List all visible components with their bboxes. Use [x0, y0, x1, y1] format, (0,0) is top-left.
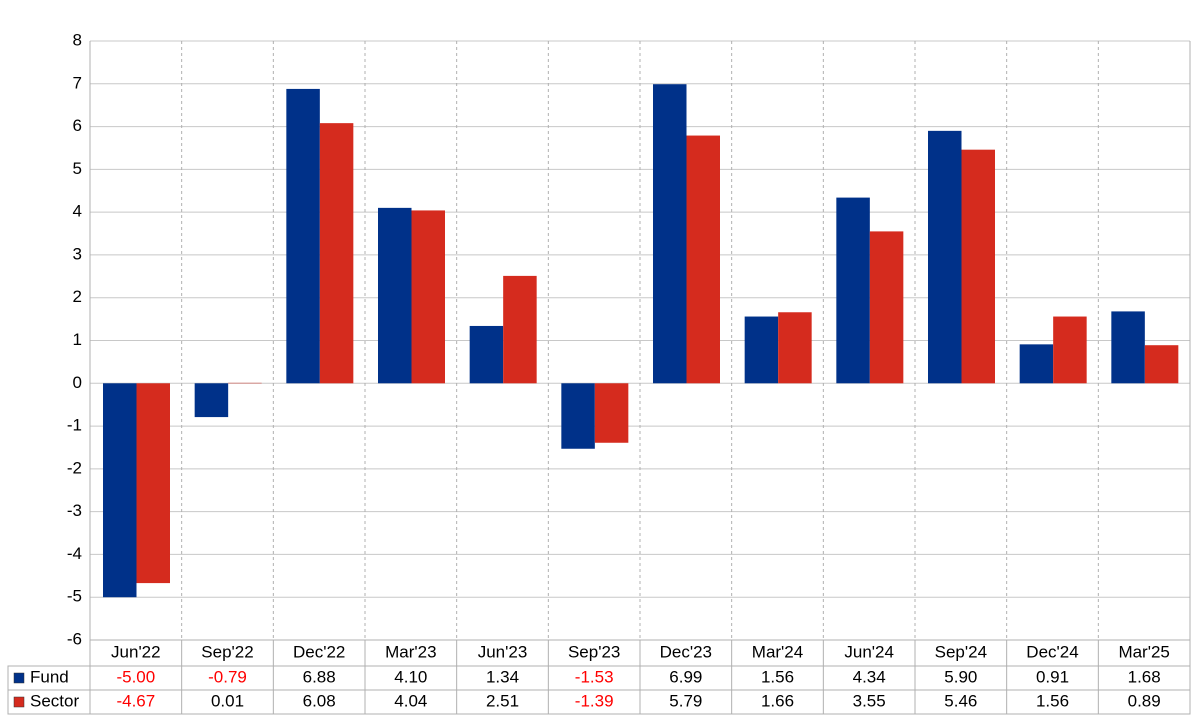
y-tick-label: -2 [67, 458, 82, 477]
y-tick-label: 1 [73, 330, 82, 349]
table-value: 1.66 [761, 691, 794, 710]
y-tick-label: 5 [73, 159, 82, 178]
bar [961, 149, 995, 384]
legend-swatch [13, 696, 25, 708]
table-value: 0.89 [1128, 691, 1161, 710]
x-tick-label: Mar'24 [752, 642, 803, 661]
bar [503, 275, 537, 384]
bar [561, 383, 595, 449]
table-value: -1.39 [575, 691, 614, 710]
y-tick-label: -3 [67, 501, 82, 520]
y-tick-label: -5 [67, 587, 82, 606]
table-value: -1.53 [575, 667, 614, 686]
bar [594, 383, 629, 443]
y-tick-label: 0 [73, 373, 82, 392]
legend-label: Fund [30, 667, 69, 686]
table-value: -4.67 [116, 691, 155, 710]
x-tick-label: Dec'23 [660, 642, 712, 661]
x-tick-label: Sep'24 [935, 642, 987, 661]
legend-label: Sector [30, 691, 79, 710]
bar [744, 316, 779, 384]
table-value: -5.00 [116, 667, 155, 686]
table-value: 4.04 [394, 691, 427, 710]
bar [1019, 344, 1054, 384]
table-value: -0.79 [208, 667, 247, 686]
table-value: 6.88 [303, 667, 336, 686]
table-value: 1.68 [1128, 667, 1161, 686]
bar [653, 84, 687, 384]
bar [1111, 311, 1145, 384]
table-value: 6.08 [303, 691, 336, 710]
x-tick-label: Mar'25 [1118, 642, 1169, 661]
y-tick-label: -1 [67, 416, 82, 435]
x-tick-label: Mar'23 [385, 642, 436, 661]
bar [778, 312, 812, 384]
bar [1053, 316, 1087, 384]
table-value: 1.56 [761, 667, 794, 686]
table-value: 3.55 [853, 691, 886, 710]
x-tick-label: Jun'23 [478, 642, 528, 661]
table-value: 4.10 [394, 667, 427, 686]
bar [411, 210, 445, 384]
bar [194, 383, 229, 418]
bar [1144, 345, 1179, 384]
bar [136, 383, 170, 584]
table-value: 5.79 [669, 691, 702, 710]
bar [469, 325, 504, 384]
y-tick-label: 8 [73, 30, 82, 49]
x-tick-label: Dec'24 [1026, 642, 1078, 661]
table-value: 0.01 [211, 691, 244, 710]
table-value: 5.46 [944, 691, 977, 710]
table-value: 1.34 [486, 667, 519, 686]
bar [103, 383, 137, 598]
table-value: 5.90 [944, 667, 977, 686]
y-tick-label: -6 [67, 629, 82, 648]
table-value: 0.91 [1036, 667, 1069, 686]
x-tick-label: Dec'22 [293, 642, 345, 661]
x-tick-label: Sep'23 [568, 642, 620, 661]
bar [928, 130, 962, 384]
y-tick-label: 4 [73, 202, 82, 221]
bar [286, 88, 320, 384]
legend-swatch [13, 672, 25, 684]
bar [686, 135, 720, 384]
x-tick-label: Jun'22 [111, 642, 161, 661]
bar [836, 197, 870, 384]
x-tick-label: Jun'24 [844, 642, 894, 661]
table-value: 6.99 [669, 667, 702, 686]
table-value: 4.34 [853, 667, 886, 686]
y-tick-label: -4 [67, 544, 82, 563]
bar [319, 123, 354, 384]
table-value: 1.56 [1036, 691, 1069, 710]
y-tick-label: 7 [73, 73, 82, 92]
table-value: 2.51 [486, 691, 519, 710]
x-tick-label: Sep'22 [201, 642, 253, 661]
bar [378, 207, 412, 384]
y-tick-label: 3 [73, 244, 82, 263]
y-tick-label: 6 [73, 116, 82, 135]
bar [869, 231, 904, 384]
y-tick-label: 2 [73, 287, 82, 306]
